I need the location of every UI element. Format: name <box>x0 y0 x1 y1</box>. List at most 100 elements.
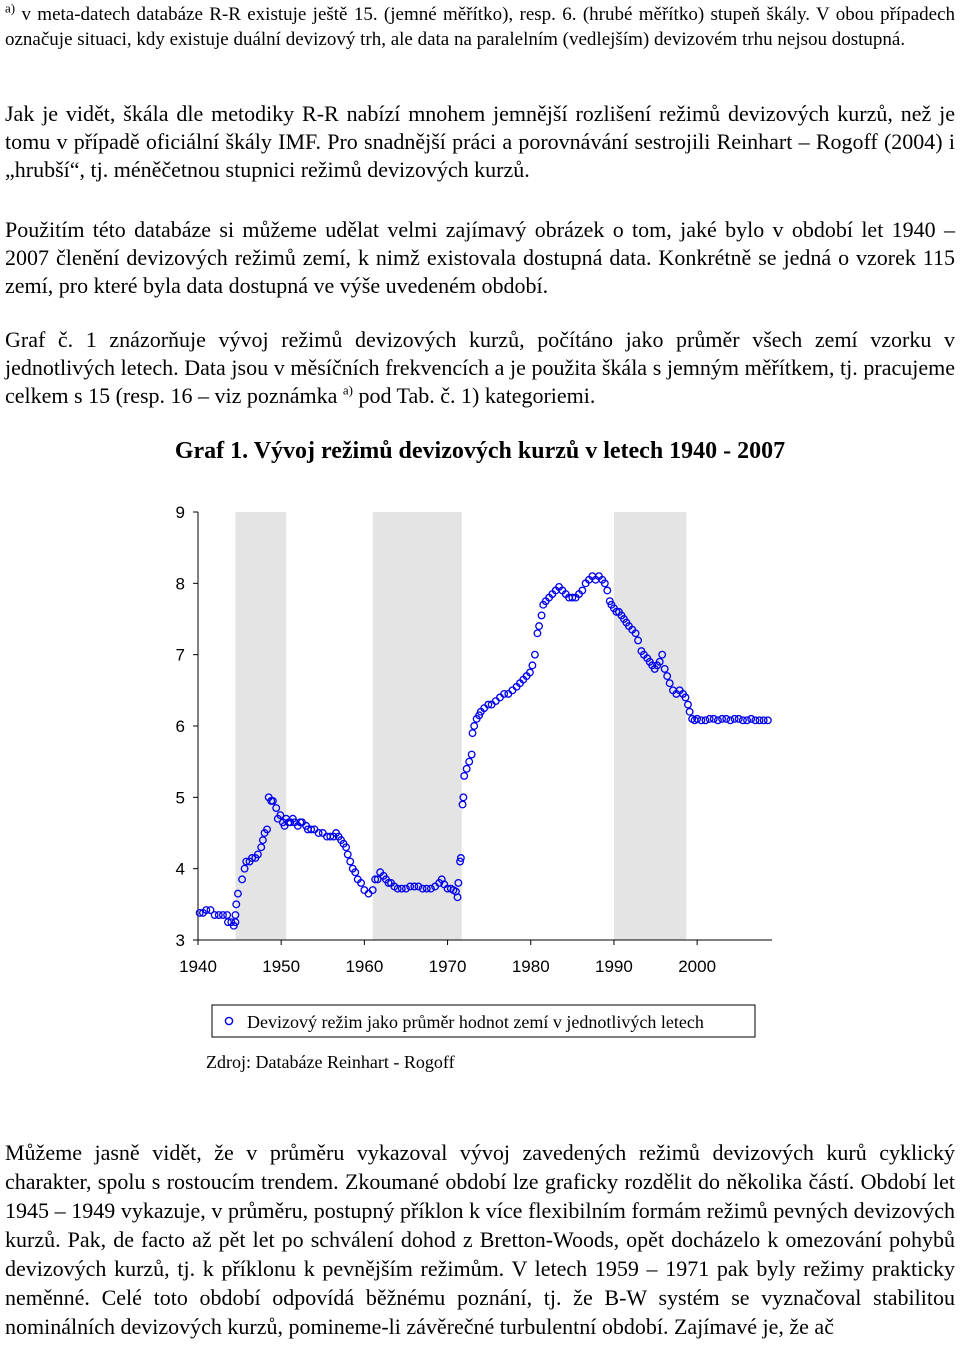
data-point <box>272 804 281 812</box>
footnote-text: v meta-datech databáze R-R existuje ješt… <box>5 4 956 50</box>
data-point <box>681 693 690 702</box>
data-point <box>743 716 751 725</box>
data-point <box>460 771 469 780</box>
data-point <box>537 611 546 620</box>
data-point <box>263 825 271 834</box>
data-point <box>268 796 277 805</box>
data-point <box>326 832 335 841</box>
data-points <box>195 572 772 930</box>
data-point <box>705 714 714 723</box>
data-point <box>684 700 692 709</box>
data-point <box>462 764 471 773</box>
data-point <box>210 911 219 919</box>
data-point <box>238 875 247 884</box>
shaded-period <box>613 512 687 940</box>
data-point <box>759 716 768 725</box>
data-point <box>763 716 772 725</box>
data-point <box>232 900 241 909</box>
data-point <box>468 729 477 738</box>
paragraph-4: Můžeme jasně vidět, že v průměru vykazov… <box>5 1140 955 1339</box>
paragraph-3-text-b: pod Tab. č. 1) kategoriemi. <box>358 383 596 408</box>
data-point <box>456 854 465 862</box>
data-point <box>257 843 266 852</box>
data-point <box>206 906 215 914</box>
paragraph-3-text-a: Graf č. 1 znázorňuje vývoj režimů devizo… <box>5 327 955 408</box>
data-point <box>276 811 285 820</box>
legend-label: Devizový režim jako průměr hodnot zemí v… <box>247 1012 704 1032</box>
data-point <box>751 716 760 725</box>
data-point <box>360 886 369 895</box>
data-point <box>258 836 267 845</box>
data-point <box>195 908 204 917</box>
data-point <box>697 716 706 725</box>
data-point <box>343 850 352 859</box>
data-point <box>397 884 406 893</box>
data-point <box>726 716 735 725</box>
y-tick-label: 5 <box>176 788 185 807</box>
x-tick-label: 1980 <box>512 957 550 976</box>
data-point <box>307 825 316 834</box>
data-point <box>368 886 377 895</box>
y-tick-label: 6 <box>176 717 185 736</box>
data-point <box>603 586 612 595</box>
data-point <box>693 714 702 723</box>
paragraph-2: Použitím této databáze si můžeme udělat … <box>5 217 955 298</box>
data-point <box>231 911 240 919</box>
data-point <box>730 714 739 723</box>
data-point <box>414 882 423 891</box>
data-point <box>253 850 262 859</box>
data-point <box>426 884 435 893</box>
data-point <box>658 650 667 659</box>
data-point <box>755 716 764 725</box>
data-point <box>223 911 232 919</box>
data-point <box>314 829 323 837</box>
data-point <box>242 857 251 866</box>
data-point <box>467 750 476 759</box>
axes: 3 4 5 6 7 8 9 1940 1950 1960 1970 1980 1990 2000 <box>176 503 772 976</box>
data-point <box>422 884 431 893</box>
data-point <box>734 714 743 723</box>
data-point <box>351 868 360 877</box>
paragraph-3-footnote-ref: a) <box>342 382 353 398</box>
footnote-mark: a) <box>5 0 16 16</box>
data-point <box>508 686 517 695</box>
y-tick-label: 4 <box>176 860 185 879</box>
y-tick-label: 8 <box>176 574 185 593</box>
data-point <box>484 700 493 709</box>
data-point <box>578 586 587 595</box>
data-point <box>364 889 373 898</box>
data-point <box>665 679 674 688</box>
y-tick-label: 3 <box>176 931 185 950</box>
data-point <box>709 714 718 723</box>
x-tick-label: 1940 <box>179 957 217 976</box>
data-point <box>530 650 539 659</box>
data-point <box>655 657 664 666</box>
data-point <box>491 697 500 705</box>
data-point <box>525 668 534 677</box>
data-point <box>663 672 672 681</box>
legend-box <box>211 1004 756 1038</box>
data-point <box>500 689 509 698</box>
data-point <box>685 707 694 716</box>
shaded-periods <box>235 512 687 940</box>
data-point <box>402 884 410 893</box>
footnote: a) v meta-datech databáze R-R existuje j… <box>5 2 955 52</box>
data-point <box>406 882 415 891</box>
y-tick-label: 7 <box>176 646 185 665</box>
data-point <box>747 714 756 723</box>
data-point <box>214 911 223 919</box>
data-point <box>465 757 474 766</box>
data-point <box>454 878 463 887</box>
x-tick-label: 1960 <box>345 957 383 976</box>
data-point <box>453 893 462 902</box>
data-point <box>738 716 747 725</box>
data-point <box>248 854 257 862</box>
data-point <box>713 716 722 725</box>
data-point <box>634 636 643 645</box>
data-point <box>418 884 427 893</box>
data-point <box>202 906 211 914</box>
x-tick-label: 2000 <box>678 957 716 976</box>
data-point <box>233 889 242 898</box>
data-point <box>318 829 327 837</box>
y-tick-label: 9 <box>176 503 185 522</box>
